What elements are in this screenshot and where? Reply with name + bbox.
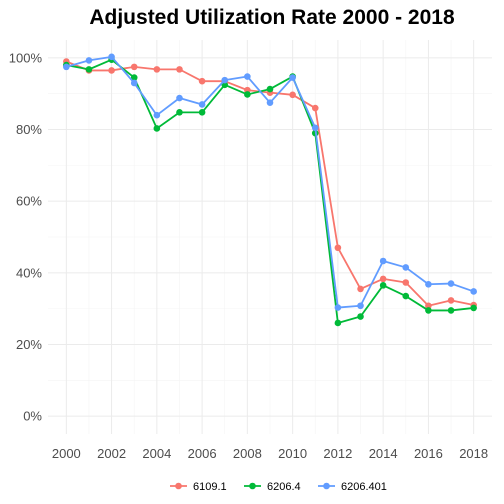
data-point bbox=[402, 292, 410, 300]
data-point bbox=[311, 104, 319, 112]
data-point bbox=[357, 285, 364, 293]
legend-item: 6109.1 bbox=[170, 481, 227, 493]
x-tick-label: 2000 bbox=[52, 446, 81, 461]
data-point bbox=[244, 91, 251, 98]
data-point bbox=[266, 85, 274, 93]
x-tick-label: 2006 bbox=[188, 446, 217, 461]
x-tick-label: 2014 bbox=[369, 446, 398, 461]
data-point bbox=[108, 67, 115, 74]
data-point bbox=[311, 124, 319, 132]
data-point bbox=[85, 66, 93, 73]
data-point bbox=[379, 282, 387, 289]
data-point bbox=[447, 280, 455, 287]
data-point bbox=[425, 307, 432, 314]
data-point bbox=[198, 77, 206, 85]
y-axis: 0% 20% 40% 60% 80% 100% bbox=[9, 50, 43, 423]
data-point bbox=[470, 288, 477, 295]
data-point bbox=[379, 275, 387, 283]
legend-key-point bbox=[175, 482, 182, 490]
data-point bbox=[402, 264, 410, 271]
data-point bbox=[425, 302, 432, 310]
data-point bbox=[379, 257, 387, 265]
data-point bbox=[357, 313, 364, 320]
legend-label: 6206.4 bbox=[267, 481, 301, 493]
x-tick-label: 2010 bbox=[278, 446, 307, 461]
data-point bbox=[470, 304, 477, 312]
x-tick-label: 2008 bbox=[233, 446, 262, 461]
data-point bbox=[334, 304, 342, 311]
data-point bbox=[130, 74, 138, 81]
data-point bbox=[130, 63, 138, 71]
data-point bbox=[153, 125, 161, 132]
x-tick-label: 2012 bbox=[323, 446, 352, 461]
y-tick-label: 20% bbox=[16, 337, 42, 352]
y-tick-label: 0% bbox=[23, 409, 42, 424]
data-point bbox=[289, 74, 296, 81]
series-6206.401 bbox=[63, 53, 477, 311]
data-point bbox=[334, 319, 342, 327]
legend-item: 6206.401 bbox=[318, 481, 387, 493]
data-point bbox=[176, 109, 183, 116]
data-point bbox=[153, 66, 161, 73]
data-point bbox=[425, 280, 432, 288]
data-point bbox=[63, 63, 70, 71]
y-tick-label: 80% bbox=[16, 122, 42, 137]
legend-key-point bbox=[323, 482, 330, 490]
y-tick-label: 40% bbox=[16, 265, 42, 280]
data-point bbox=[334, 244, 342, 252]
data-point bbox=[153, 111, 161, 119]
chart-title: Adjusted Utilization Rate 2000 - 2018 bbox=[89, 6, 455, 29]
data-point bbox=[289, 91, 296, 99]
data-point bbox=[447, 297, 455, 304]
x-axis: 2000 2002 2004 2006 2008 2010 2012 2014 2016 2018 bbox=[52, 446, 488, 461]
data-point bbox=[244, 73, 251, 80]
data-point bbox=[402, 279, 410, 286]
x-tick-label: 2004 bbox=[142, 446, 171, 461]
data-point bbox=[108, 53, 115, 61]
x-tick-label: 2002 bbox=[97, 446, 126, 461]
legend: 6109.1 6206.4 6206.401 bbox=[170, 481, 387, 493]
y-tick-label: 60% bbox=[16, 194, 42, 209]
data-point bbox=[198, 109, 206, 116]
y-tick-label: 100% bbox=[9, 50, 43, 65]
legend-key-point bbox=[249, 482, 256, 490]
data-point bbox=[85, 57, 93, 64]
x-tick-label: 2016 bbox=[414, 446, 443, 461]
data-point bbox=[357, 302, 364, 310]
legend-label: 6206.401 bbox=[341, 481, 387, 493]
data-point bbox=[198, 101, 206, 108]
grid bbox=[48, 40, 492, 434]
series-lines bbox=[63, 53, 477, 327]
data-point bbox=[176, 94, 183, 102]
data-point bbox=[130, 79, 138, 87]
data-point bbox=[176, 66, 183, 73]
data-point bbox=[266, 99, 274, 106]
legend-label: 6109.1 bbox=[193, 481, 227, 493]
x-tick-label: 2018 bbox=[459, 446, 488, 461]
data-point bbox=[447, 307, 455, 314]
legend-item: 6206.4 bbox=[244, 481, 301, 493]
data-point bbox=[221, 76, 229, 84]
